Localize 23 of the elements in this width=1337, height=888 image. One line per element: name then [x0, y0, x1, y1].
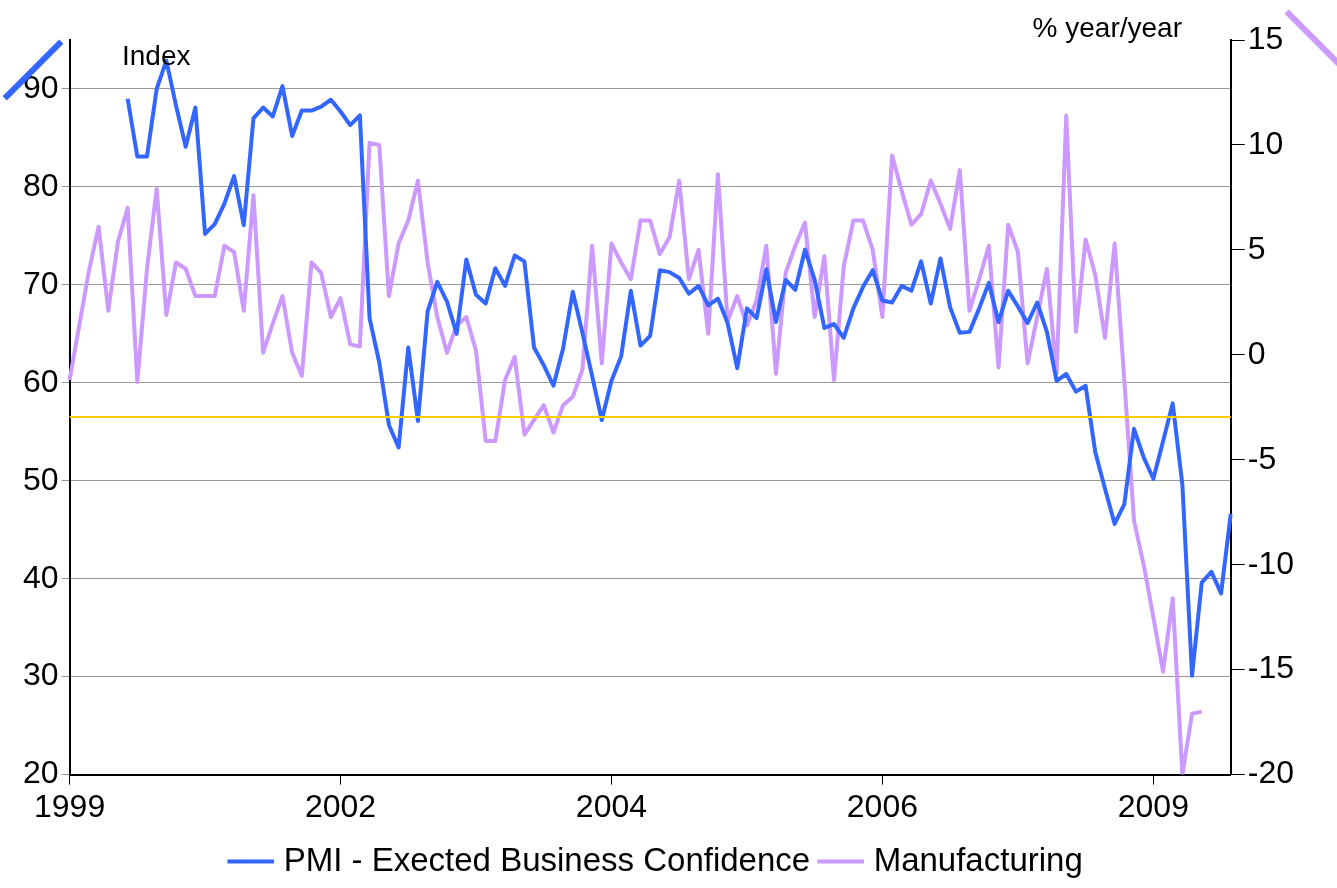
y-tick-label: 60 [23, 362, 59, 399]
y-tick-label: 90 [23, 68, 59, 105]
y2-tick-label: -5 [1247, 439, 1277, 476]
y2-tick-label: 5 [1247, 229, 1266, 266]
y-tick-label: 30 [23, 656, 59, 693]
y-axis-title: Index [122, 40, 191, 72]
y2-tick-label: -15 [1247, 649, 1294, 686]
y2-tick-label: -20 [1247, 754, 1294, 791]
y-tick-label: 70 [23, 264, 59, 301]
y-tick-label: 80 [23, 166, 59, 203]
y2-axis-title: % year/year [1032, 12, 1182, 44]
y-tick-label: 40 [23, 558, 59, 595]
y-tick-label: 50 [23, 460, 59, 497]
x-tick-label: 2004 [575, 787, 648, 824]
y2-tick-label: 10 [1247, 124, 1284, 161]
y2-tick-label: 0 [1247, 334, 1266, 371]
x-tick-label: 2009 [1117, 787, 1189, 824]
x-tick-label: 2002 [304, 787, 377, 824]
y2-tick-label: 15 [1247, 19, 1284, 56]
y2-tick-label: -10 [1247, 544, 1294, 581]
legend-label: PMI - Exected Business Confidence [283, 840, 811, 878]
legend-label: Manufacturing [873, 840, 1083, 878]
x-tick-label: 2006 [846, 787, 918, 824]
